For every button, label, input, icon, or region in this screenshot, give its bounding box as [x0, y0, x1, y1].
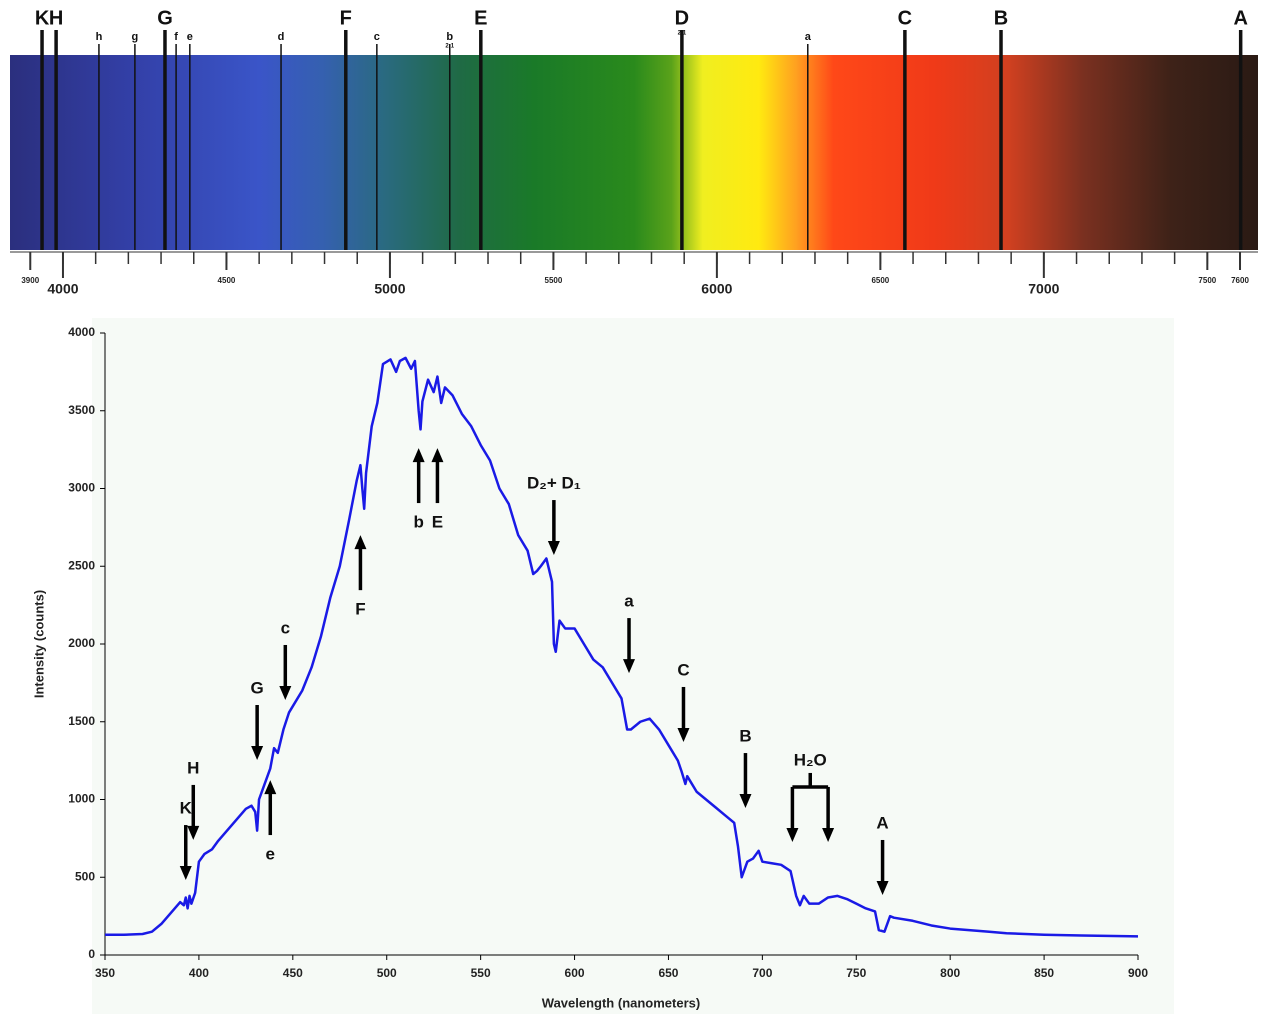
line-label: a: [805, 31, 812, 43]
annotation-label: C: [677, 660, 689, 679]
line-label: f: [174, 31, 178, 43]
line-sublabel: 2-1: [678, 31, 687, 37]
annotation-label: F: [355, 600, 365, 619]
line-label: G: [157, 7, 173, 29]
line-sublabel: 2-1: [445, 44, 454, 50]
tick-label: 4000: [47, 281, 78, 297]
x-tick-label: 800: [940, 966, 960, 980]
x-tick-label: 600: [565, 966, 585, 980]
page: {"chart_data": [ {"type": "spectrum", "x…: [0, 0, 1266, 1018]
annotation-label: a: [624, 592, 634, 611]
x-tick-label: 700: [752, 966, 772, 980]
y-tick-label: 1500: [68, 714, 95, 728]
line-label: F: [340, 7, 352, 29]
x-tick-label: 750: [846, 966, 866, 980]
y-tick-label: 500: [75, 869, 95, 883]
annotation-label: A: [876, 813, 888, 832]
line-label: H: [49, 7, 63, 29]
x-tick-label: 900: [1128, 966, 1148, 980]
tick-label: 3900: [21, 276, 39, 285]
annotation-label: B: [739, 727, 751, 746]
annotation-label: H₂O: [794, 750, 827, 769]
x-tick-label: 450: [283, 966, 303, 980]
y-tick-label: 2500: [68, 558, 95, 572]
annotation-label: c: [281, 618, 290, 637]
tick-label: 5000: [374, 281, 405, 297]
line-label: g: [132, 31, 139, 43]
y-tick-label: 2000: [68, 636, 95, 650]
x-tick-label: 500: [377, 966, 397, 980]
plot-background: [92, 318, 1174, 1014]
annotation-label: H: [187, 758, 199, 777]
line-label: E: [474, 7, 487, 29]
line-label: b: [446, 31, 453, 43]
line-label: B: [994, 7, 1008, 29]
x-tick-label: 550: [471, 966, 491, 980]
line-label: e: [187, 31, 193, 43]
annotation-label: e: [266, 845, 275, 864]
y-tick-label: 4000: [68, 325, 95, 339]
annotation-label: D₂+ D₁: [527, 474, 581, 493]
line-label: h: [96, 31, 103, 43]
tick-label: 7000: [1028, 281, 1059, 297]
figure: Intensity (counts) Wavelength (nanometer…: [0, 0, 1266, 1018]
x-tick-label: 350: [95, 966, 115, 980]
x-axis-title: Wavelength (nanometers): [542, 995, 700, 1010]
line-label: D: [675, 7, 689, 29]
line-label: d: [278, 31, 285, 43]
tick-label: 6500: [871, 276, 889, 285]
line-label: c: [374, 31, 380, 43]
tick-label: 7500: [1198, 276, 1216, 285]
spectrum-band: [10, 55, 1258, 250]
annotation-label: K: [180, 799, 193, 818]
y-axis-title: Intensity (counts): [31, 590, 46, 698]
annotation-label: G: [251, 678, 264, 697]
tick-label: 7600: [1231, 276, 1249, 285]
annotation-label: b: [413, 513, 423, 532]
y-tick-label: 3500: [68, 403, 95, 417]
x-tick-label: 850: [1034, 966, 1054, 980]
y-tick-label: 3000: [68, 481, 95, 495]
annotation-label: E: [432, 513, 443, 532]
tick-label: 5500: [545, 276, 563, 285]
x-tick-label: 400: [189, 966, 209, 980]
x-tick-label: 650: [658, 966, 678, 980]
tick-label: 6000: [701, 281, 732, 297]
y-tick-label: 0: [88, 947, 95, 961]
tick-label: 4500: [218, 276, 236, 285]
line-label: K: [35, 7, 50, 29]
line-label: C: [898, 7, 912, 29]
y-tick-label: 1000: [68, 792, 95, 806]
line-label: A: [1233, 7, 1247, 29]
